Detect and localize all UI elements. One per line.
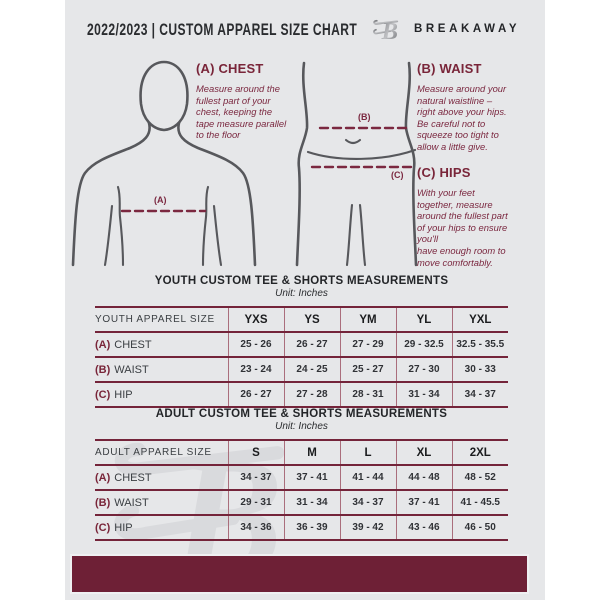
row-measure: HIP — [114, 521, 133, 534]
size-header: YS — [283, 306, 340, 332]
cell-value: 27 - 29 — [339, 331, 396, 357]
table-row-waist: (B) WAIST 23 - 24 24 - 25 25 - 27 27 - 30… — [95, 356, 508, 382]
cell-value: 37 - 41 — [395, 489, 452, 515]
cell-value: 34 - 37 — [339, 489, 396, 515]
brand-name: BREAKAWAY — [414, 23, 521, 35]
youth-size-table: YOUTH APPAREL SIZE YXS YS YM YL YXL (A) C… — [95, 306, 508, 408]
upper-body-figure-illustration: (A) — [71, 60, 257, 267]
lower-body-figure-illustration: (B) (C) — [295, 61, 418, 267]
page-title: 2022/2023 | CUSTOM APPAREL SIZE CHART — [87, 20, 358, 39]
row-label: (A) CHEST — [95, 331, 228, 357]
adult-size-table: ADULT APPAREL SIZE S M L XL 2XL (A) CHEST… — [95, 439, 508, 541]
size-header: L — [339, 439, 396, 465]
cell-value: 25 - 27 — [339, 356, 396, 382]
cell-value: 24 - 25 — [283, 356, 340, 382]
table-row-waist: (B) WAIST 29 - 31 31 - 34 34 - 37 37 - 41… — [95, 489, 508, 515]
table-header-row: YOUTH APPAREL SIZE YXS YS YM YL YXL — [95, 306, 508, 332]
cell-value: 29 - 32.5 — [395, 331, 452, 357]
cell-value: 39 - 42 — [339, 514, 396, 541]
row-measure: CHEST — [114, 338, 152, 351]
size-header: XL — [395, 439, 452, 465]
cell-value: 27 - 28 — [283, 381, 340, 408]
row-label: (B) WAIST — [95, 356, 228, 382]
cell-value: 30 - 33 — [451, 356, 508, 382]
cell-value: 37 - 41 — [283, 464, 340, 490]
table-row-hip: (C) HIP 26 - 27 27 - 28 28 - 31 31 - 34 3… — [95, 381, 508, 408]
row-key: (B) — [95, 363, 111, 376]
table-header-row: ADULT APPAREL SIZE S M L XL 2XL — [95, 439, 508, 465]
cell-value: 31 - 34 — [395, 381, 452, 408]
youth-size-column-label: YOUTH APPAREL SIZE — [95, 306, 228, 332]
size-header: 2XL — [451, 439, 508, 465]
row-label: (C) HIP — [95, 514, 228, 541]
cell-value: 34 - 37 — [227, 464, 284, 490]
hips-guide-text: With your feet together, measure around … — [417, 187, 508, 268]
row-measure: WAIST — [114, 496, 149, 509]
table-row-chest: (A) CHEST 25 - 26 26 - 27 27 - 29 29 - 32… — [95, 331, 508, 357]
cell-value: 34 - 36 — [227, 514, 284, 541]
cell-value: 31 - 34 — [283, 489, 340, 515]
size-chart-page: B 2022/2023 | CUSTOM APPAREL SIZE CHART … — [65, 0, 545, 600]
cell-value: 34 - 37 — [451, 381, 508, 408]
footer-bar — [70, 554, 529, 594]
adult-section-unit: Unit: Inches — [275, 421, 328, 432]
breakaway-logo-icon: B — [373, 18, 399, 45]
size-header: S — [227, 439, 284, 465]
row-key: (A) — [95, 338, 111, 351]
waist-line-marker: (B) — [358, 112, 371, 122]
cell-value: 44 - 48 — [395, 464, 452, 490]
cell-value: 23 - 24 — [227, 356, 284, 382]
cell-value: 26 - 27 — [283, 331, 340, 357]
row-key: (C) — [95, 388, 111, 401]
cell-value: 46 - 50 — [451, 514, 508, 541]
chest-guide-text: Measure around the fullest part of your … — [196, 83, 287, 141]
row-label: (B) WAIST — [95, 489, 228, 515]
cell-value: 48 - 52 — [451, 464, 508, 490]
size-header: M — [283, 439, 340, 465]
cell-value: 25 - 26 — [227, 331, 284, 357]
size-header: YM — [339, 306, 396, 332]
cell-value: 28 - 31 — [339, 381, 396, 408]
cell-value: 41 - 44 — [339, 464, 396, 490]
adult-section-title: ADULT CUSTOM TEE & SHORTS MEASUREMENTS — [155, 408, 448, 420]
table-row-chest: (A) CHEST 34 - 37 37 - 41 41 - 44 44 - 48… — [95, 464, 508, 490]
cell-value: 32.5 - 35.5 — [451, 331, 508, 357]
row-key: (B) — [95, 496, 111, 509]
row-measure: HIP — [114, 388, 133, 401]
cell-value: 41 - 45.5 — [451, 489, 508, 515]
size-header: YL — [395, 306, 452, 332]
youth-section-unit: Unit: Inches — [275, 288, 328, 299]
youth-section-title: YOUTH CUSTOM TEE & SHORTS MEASUREMENTS — [154, 275, 449, 287]
cell-value: 26 - 27 — [227, 381, 284, 408]
waist-guide-text: Measure around your natural waistline – … — [417, 83, 507, 152]
row-key: (C) — [95, 521, 111, 534]
row-label: (C) HIP — [95, 381, 228, 408]
cell-value: 27 - 30 — [395, 356, 452, 382]
table-row-hip: (C) HIP 34 - 36 36 - 39 39 - 42 43 - 46 4… — [95, 514, 508, 541]
chest-guide-heading: (A) CHEST — [196, 61, 264, 76]
cell-value: 36 - 39 — [283, 514, 340, 541]
size-header: YXL — [451, 306, 508, 332]
row-measure: CHEST — [114, 471, 152, 484]
chest-line-marker: (A) — [154, 195, 167, 205]
waist-guide-heading: (B) WAIST — [417, 61, 482, 76]
size-header: YXS — [227, 306, 284, 332]
cell-value: 43 - 46 — [395, 514, 452, 541]
row-key: (A) — [95, 471, 111, 484]
hips-guide-heading: (C) HIPS — [417, 165, 471, 180]
row-measure: WAIST — [114, 363, 149, 376]
cell-value: 29 - 31 — [227, 489, 284, 515]
hips-line-marker: (C) — [391, 170, 404, 180]
adult-size-column-label: ADULT APPAREL SIZE — [95, 439, 228, 465]
svg-text:B: B — [381, 18, 398, 45]
brand-block: B BREAKAWAY — [371, 13, 520, 45]
row-label: (A) CHEST — [95, 464, 228, 490]
